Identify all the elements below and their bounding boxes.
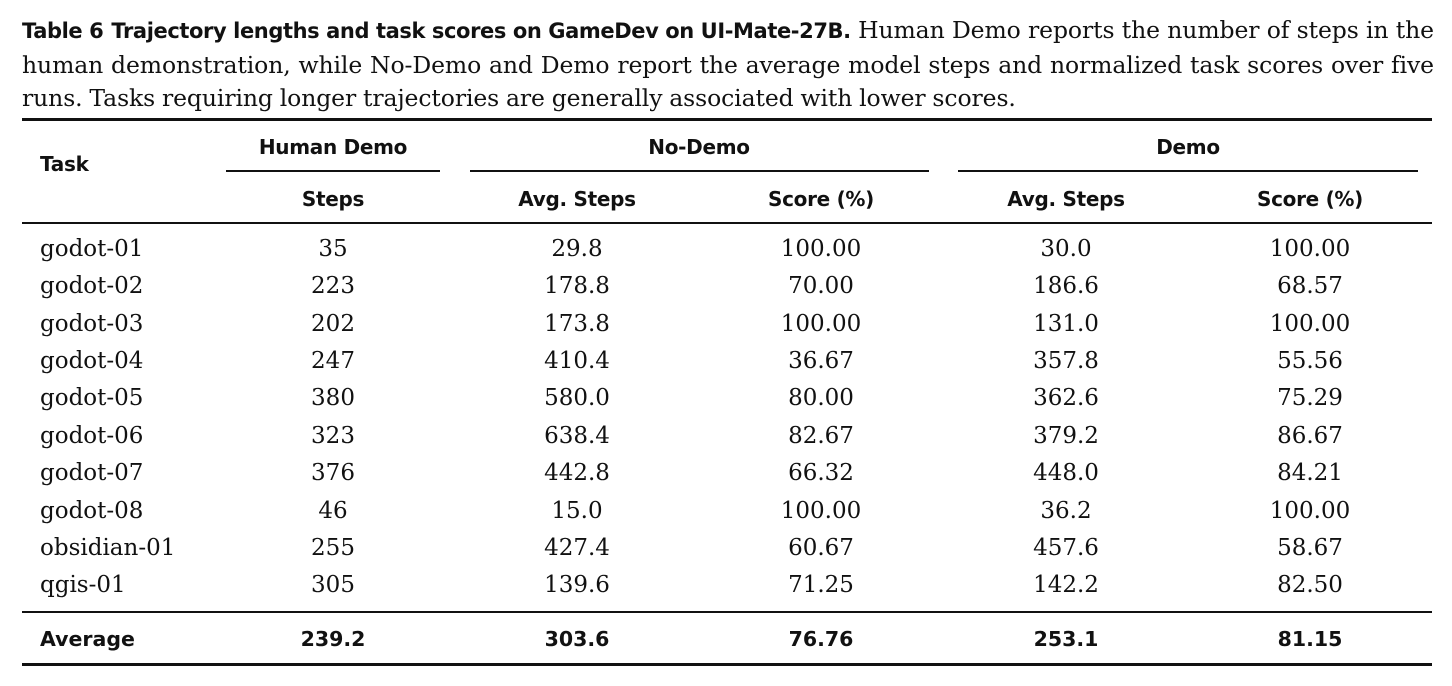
cell-nodemo-score: 100.00 (780, 311, 862, 337)
cell-nodemo-steps: 139.6 (544, 572, 610, 598)
cell-demo-steps: 186.6 (1033, 273, 1099, 299)
cell-demo-steps: 379.2 (1033, 423, 1099, 449)
cell-nodemo-steps: 580.0 (544, 385, 610, 411)
cell-nodemo-score: 60.67 (788, 535, 854, 561)
table-top-rule (22, 118, 1432, 121)
average-demo-score: 81.15 (1277, 627, 1343, 651)
caption-title: Trajectory lengths and task scores on Ga… (111, 19, 851, 43)
cell-task: godot-05 (40, 385, 144, 411)
header-group-demo: Demo (1156, 135, 1220, 159)
cell-human-steps: 255 (311, 535, 355, 561)
header-bottom-rule (22, 222, 1432, 224)
cell-demo-score: 75.29 (1277, 385, 1343, 411)
cell-task: godot-03 (40, 311, 144, 337)
header-col-demo-score: Score (%) (1256, 187, 1364, 211)
cell-nodemo-steps: 442.8 (544, 460, 610, 486)
average-demo-steps: 253.1 (1033, 627, 1099, 651)
cell-nodemo-steps: 15.0 (551, 498, 603, 524)
cell-human-steps: 202 (311, 311, 355, 337)
caption-label: Table 6 (22, 19, 104, 43)
cell-human-steps: 305 (311, 572, 355, 598)
cell-demo-score: 100.00 (1269, 498, 1351, 524)
cell-demo-steps: 142.2 (1033, 572, 1099, 598)
cell-demo-score: 100.00 (1269, 311, 1351, 337)
table-bottom-rule (22, 663, 1432, 666)
header-group-human-demo: Human Demo (258, 135, 408, 159)
cell-demo-score: 100.00 (1269, 236, 1351, 262)
cell-demo-score: 58.67 (1277, 535, 1343, 561)
cell-demo-steps: 357.8 (1033, 348, 1099, 374)
cell-nodemo-steps: 178.8 (544, 273, 610, 299)
header-task: Task (40, 152, 89, 176)
average-separator-rule (22, 611, 1432, 613)
cell-human-steps: 46 (318, 498, 348, 524)
cell-demo-score: 82.50 (1277, 572, 1343, 598)
cell-nodemo-score: 100.00 (780, 236, 862, 262)
group-rule-human-demo (226, 170, 440, 172)
cell-demo-steps: 362.6 (1033, 385, 1099, 411)
group-rule-demo (958, 170, 1418, 172)
cell-task: obsidian-01 (40, 535, 176, 561)
cell-task: godot-01 (40, 236, 144, 262)
cell-nodemo-score: 66.32 (788, 460, 854, 486)
cell-demo-score: 55.56 (1277, 348, 1343, 374)
table-caption: Table 6 Trajectory lengths and task score… (22, 14, 1434, 116)
cell-task: godot-04 (40, 348, 144, 374)
cell-nodemo-score: 70.00 (788, 273, 854, 299)
group-rule-no-demo (470, 170, 929, 172)
cell-human-steps: 247 (311, 348, 355, 374)
cell-nodemo-score: 80.00 (788, 385, 854, 411)
average-human-steps: 239.2 (300, 627, 366, 651)
cell-nodemo-steps: 29.8 (551, 236, 603, 262)
header-group-no-demo: No-Demo (648, 135, 750, 159)
cell-nodemo-steps: 173.8 (544, 311, 610, 337)
cell-task: godot-08 (40, 498, 144, 524)
average-nodemo-steps: 303.6 (544, 627, 610, 651)
cell-task: godot-07 (40, 460, 144, 486)
cell-task: qgis-01 (40, 572, 126, 598)
header-col-nodemo-steps: Avg. Steps (518, 187, 636, 211)
average-label: Average (40, 627, 135, 651)
cell-human-steps: 35 (318, 236, 348, 262)
cell-demo-steps: 131.0 (1033, 311, 1099, 337)
cell-human-steps: 223 (311, 273, 355, 299)
cell-nodemo-score: 71.25 (788, 572, 854, 598)
header-col-nodemo-score: Score (%) (767, 187, 875, 211)
cell-nodemo-steps: 638.4 (544, 423, 610, 449)
cell-nodemo-steps: 427.4 (544, 535, 610, 561)
cell-human-steps: 376 (311, 460, 355, 486)
header-col-demo-steps: Avg. Steps (1007, 187, 1125, 211)
caption-body: Human Demo reports the number of steps i… (22, 16, 1434, 112)
cell-demo-score: 86.67 (1277, 423, 1343, 449)
cell-task: godot-06 (40, 423, 144, 449)
cell-demo-steps: 448.0 (1033, 460, 1099, 486)
header-col-human-steps: Steps (301, 187, 365, 211)
cell-demo-steps: 36.2 (1040, 498, 1092, 524)
cell-nodemo-steps: 410.4 (544, 348, 610, 374)
average-nodemo-score: 76.76 (788, 627, 854, 651)
cell-human-steps: 323 (311, 423, 355, 449)
cell-human-steps: 380 (311, 385, 355, 411)
cell-demo-score: 84.21 (1277, 460, 1343, 486)
cell-task: godot-02 (40, 273, 144, 299)
cell-demo-steps: 30.0 (1040, 236, 1092, 262)
cell-demo-steps: 457.6 (1033, 535, 1099, 561)
cell-nodemo-score: 100.00 (780, 498, 862, 524)
cell-nodemo-score: 82.67 (788, 423, 854, 449)
cell-demo-score: 68.57 (1277, 273, 1343, 299)
cell-nodemo-score: 36.67 (788, 348, 854, 374)
